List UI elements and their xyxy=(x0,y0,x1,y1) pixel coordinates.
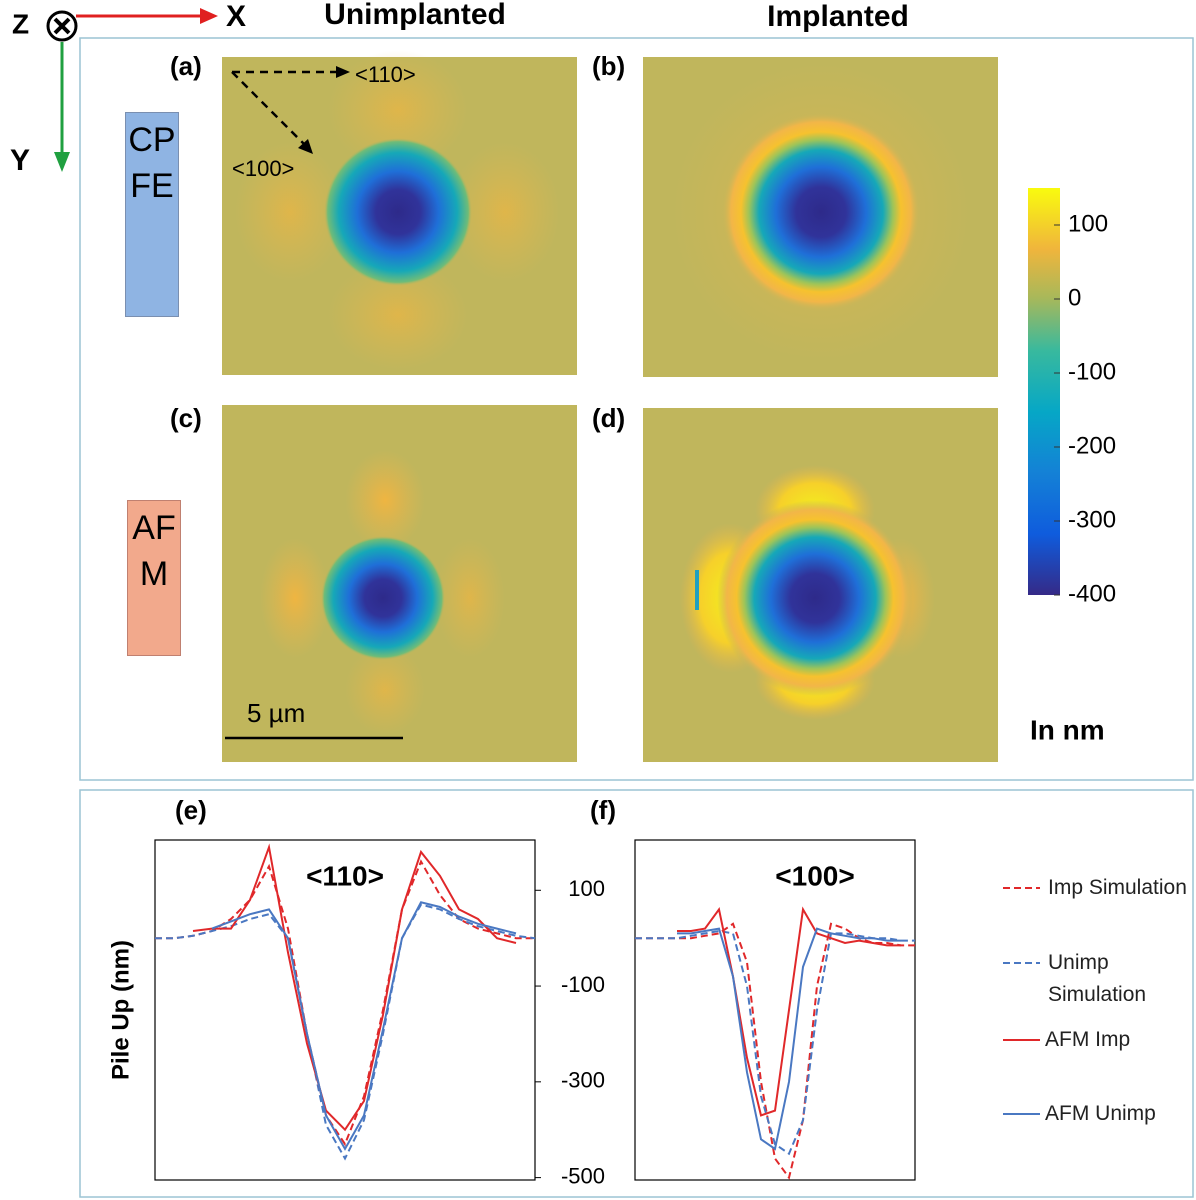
legend-label: Imp Simulation xyxy=(1048,876,1187,899)
plot-frame xyxy=(634,839,916,1181)
map-b xyxy=(643,57,998,377)
y-tick-label: 100 xyxy=(568,876,605,901)
line-series xyxy=(677,906,901,1117)
bottom-frame xyxy=(79,789,1194,1198)
y-axis-label: Pile Up (nm) xyxy=(107,940,134,1080)
line-series xyxy=(211,901,517,1151)
colorbar-tick-label: -300 xyxy=(1068,506,1116,533)
plot-frame xyxy=(154,839,536,1181)
colorbar-tick-label: 100 xyxy=(1068,210,1108,237)
direction-label: <110> xyxy=(355,62,416,87)
direction-arrow xyxy=(231,71,306,146)
line-series xyxy=(155,903,536,1161)
y-label: Y xyxy=(10,144,30,177)
colorbar-tick-label: -100 xyxy=(1068,358,1116,385)
column-title: Implanted xyxy=(767,0,909,33)
panel-label: (a) xyxy=(170,51,202,81)
arrow-head xyxy=(336,66,350,78)
plot-title: <110> xyxy=(306,860,384,891)
y-tick-label: -500 xyxy=(561,1163,605,1188)
map-a xyxy=(222,50,577,375)
y-arrow-head xyxy=(54,152,70,172)
colorbar-unit: In nm xyxy=(1030,714,1105,745)
map-d xyxy=(643,408,998,762)
arrow-head xyxy=(298,139,313,154)
panel-label: (f) xyxy=(590,795,616,825)
plot-title: <100> xyxy=(775,860,854,891)
z-cross xyxy=(53,17,71,35)
line-series xyxy=(635,929,915,1156)
legend-label: Unimp Simulation xyxy=(1048,951,1147,1006)
map-c xyxy=(222,405,577,762)
panel-label: (c) xyxy=(170,403,202,433)
legend-label: AFM Imp xyxy=(1045,1028,1131,1051)
colorbar-tick-label: -200 xyxy=(1068,432,1116,459)
row-label: AFM xyxy=(127,500,181,656)
column-title: Unimplanted xyxy=(324,0,506,31)
colorbar xyxy=(1028,188,1060,595)
x-arrow-head xyxy=(200,8,218,24)
panel-label: (d) xyxy=(592,403,625,433)
y-tick-label: -100 xyxy=(561,972,605,997)
legend-label: AFM Unimp xyxy=(1045,1102,1156,1125)
top-frame xyxy=(79,37,1194,781)
colorbar-tick-label: 0 xyxy=(1068,284,1081,311)
row-label: CPFE xyxy=(125,112,179,317)
line-series xyxy=(192,843,517,1132)
direction-label: <100> xyxy=(232,156,294,181)
line-series xyxy=(677,927,901,1151)
panel-label: (b) xyxy=(592,51,625,81)
z-label: Z xyxy=(12,8,29,39)
line-series xyxy=(155,859,535,1147)
colorbar-tick-label: -400 xyxy=(1068,580,1116,607)
x-label: X xyxy=(226,0,246,33)
panel-label: (e) xyxy=(175,795,207,825)
y-tick-label: -300 xyxy=(561,1068,605,1093)
line-series xyxy=(635,922,915,1180)
scale-bar-label: 5 µm xyxy=(247,698,305,728)
